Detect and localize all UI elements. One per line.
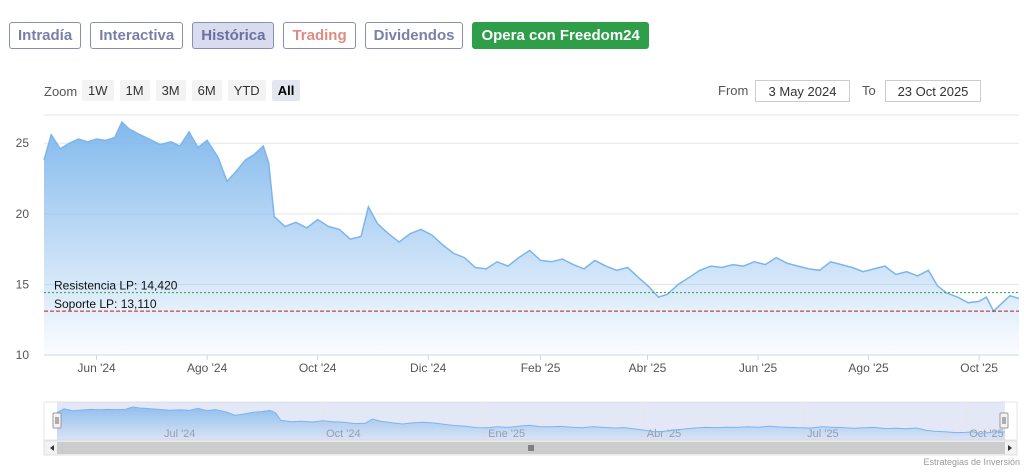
y-tick-label: 15 — [16, 277, 30, 291]
x-tick-label: Oct '24 — [299, 361, 337, 375]
tab-interactiva[interactable]: Interactiva — [90, 22, 184, 49]
tab-opera-con-freedom24[interactable]: Opera con Freedom24 — [472, 22, 649, 49]
price-area — [44, 122, 1019, 355]
zoom-button-6m[interactable]: 6M — [191, 80, 222, 101]
navigator-handle-left[interactable] — [52, 412, 62, 429]
tab-hist-rica[interactable]: Histórica — [192, 22, 275, 49]
x-tick-label: Ago '25 — [848, 361, 889, 375]
range-from-label: From — [718, 83, 749, 98]
scroll-right-arrow-icon[interactable] — [1008, 445, 1012, 451]
tab-dividendos[interactable]: Dividendos — [364, 22, 464, 49]
x-tick-label: Dic '24 — [410, 361, 447, 375]
range-to-label: To — [862, 83, 876, 98]
support-label: Soporte LP: 13,110 — [54, 297, 157, 311]
navigator-line — [56, 406, 1006, 435]
zoom-button-1m[interactable]: 1M — [119, 80, 150, 101]
y-tick-label: 10 — [16, 348, 30, 362]
price-line — [43, 120, 1020, 313]
navigator-handle-right[interactable] — [999, 412, 1009, 429]
x-tick-label: Jun '24 — [77, 361, 116, 375]
zoom-button-all[interactable]: All — [271, 80, 301, 101]
x-tick-label: Oct '25 — [960, 361, 998, 375]
zoom-button-1w[interactable]: 1W — [82, 80, 114, 101]
scroll-left-arrow-icon[interactable] — [50, 445, 54, 451]
tab-trading[interactable]: Trading — [283, 22, 356, 49]
x-tick-label: Abr '25 — [629, 361, 667, 375]
x-tick-label: Feb '25 — [521, 361, 561, 375]
x-tick-label: Ago '24 — [187, 361, 228, 375]
zoom-label: Zoom — [44, 84, 78, 99]
navigator-area — [57, 407, 1005, 440]
x-tick-label: Jun '25 — [739, 361, 778, 375]
y-tick-label: 25 — [16, 136, 30, 150]
tab-intrad-a[interactable]: Intradía — [9, 22, 82, 49]
y-tick-label: 20 — [16, 207, 30, 221]
resistance-label: Resistencia LP: 14,420 — [54, 279, 178, 293]
zoom-button-ytd[interactable]: YTD — [227, 80, 266, 101]
range-to-input[interactable] — [885, 80, 981, 102]
chart-credit: Estrategias de Inversión — [923, 457, 1020, 467]
zoom-button-3m[interactable]: 3M — [155, 80, 186, 101]
zoom-buttons: 1W 1M 3M 6M YTD All — [82, 80, 301, 101]
range-from-input[interactable] — [755, 80, 850, 102]
chart-tabs: Intradía Interactiva Histórica Trading Divid… — [9, 22, 649, 49]
